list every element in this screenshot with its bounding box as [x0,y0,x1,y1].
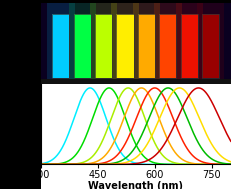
Bar [95,14,112,78]
Bar [47,3,74,84]
Bar [180,14,197,78]
Bar [52,14,69,78]
Y-axis label: PL Intensity (a.u.): PL Intensity (a.u.) [29,78,38,170]
Bar [132,3,159,84]
Bar [201,14,218,78]
Bar [73,14,90,78]
Bar [68,3,95,84]
Bar [52,14,69,78]
Bar [116,14,133,78]
Bar [95,14,112,78]
Bar [153,3,181,84]
Bar [180,14,197,78]
X-axis label: Wavelength (nm): Wavelength (nm) [88,181,182,189]
Bar [73,14,90,78]
Bar [116,14,133,78]
Bar [158,14,176,78]
Bar [137,14,154,78]
Bar [158,14,176,78]
Bar [90,3,117,84]
Bar [201,14,218,78]
Bar [137,14,154,78]
Bar [196,3,223,84]
Bar [175,3,202,84]
Bar [111,3,138,84]
Bar [40,79,230,84]
